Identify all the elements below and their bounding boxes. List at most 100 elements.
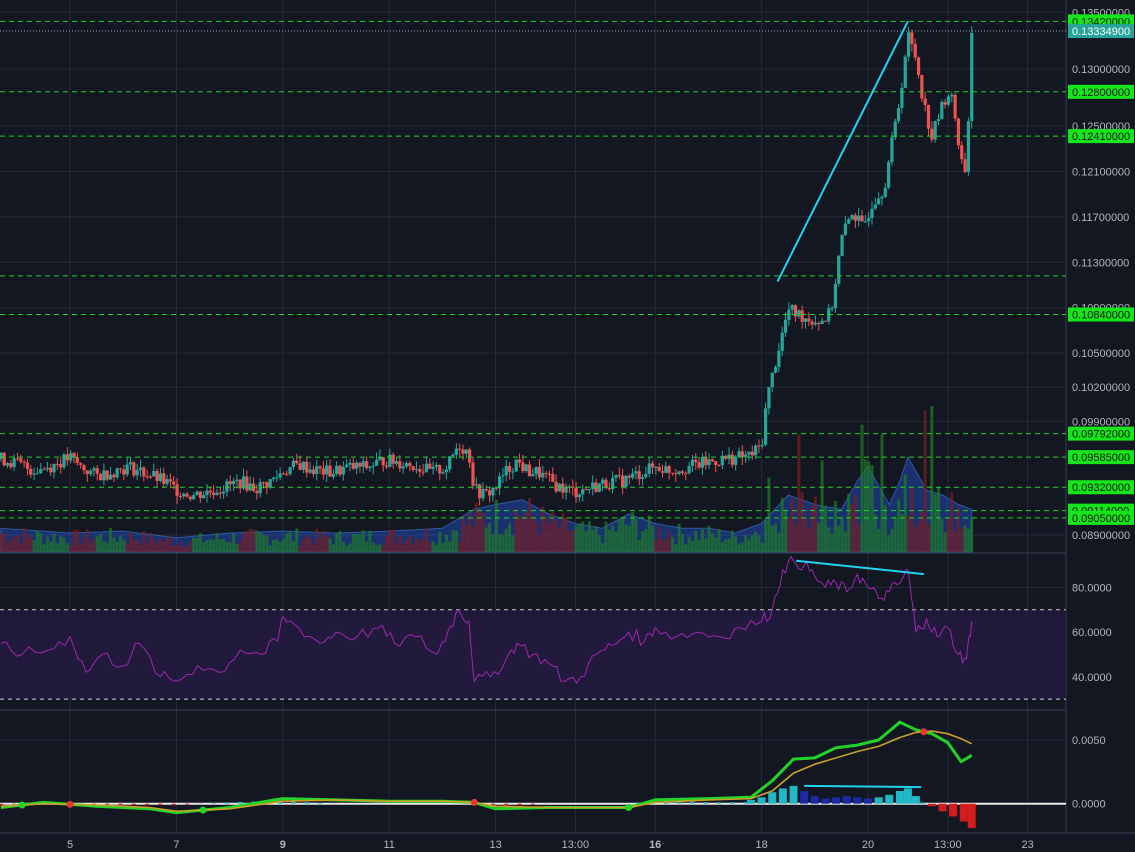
candle-body (245, 476, 249, 491)
candle-body (2, 452, 6, 466)
volume-bar (700, 529, 704, 552)
volume-bar (99, 533, 103, 552)
volume-bar (730, 530, 734, 552)
levels-layer[interactable] (0, 20, 1066, 519)
volume-bar (704, 538, 708, 552)
candle-body (630, 473, 635, 478)
price-tick-label: 0.11700000 (1072, 212, 1129, 224)
level-price-tag[interactable] (1068, 129, 1134, 144)
volume-bar (850, 504, 854, 552)
candle-body (621, 475, 625, 488)
candle-body (301, 461, 306, 470)
candle-body (484, 489, 488, 491)
volume-bar (411, 544, 415, 552)
volume-bar (797, 434, 801, 552)
candle-body (843, 223, 847, 235)
candle-body (441, 472, 445, 474)
macd-histogram-bar (832, 797, 841, 804)
volume-bar (448, 540, 452, 552)
level-price-tag[interactable] (1068, 450, 1134, 465)
candle-body (511, 471, 515, 473)
candle-body (767, 387, 771, 409)
candle-body (95, 468, 99, 474)
drawings-layer[interactable] (776, 20, 909, 283)
candle-body (657, 466, 661, 472)
volume-bar (604, 521, 608, 552)
volume-bar (478, 510, 482, 552)
level-price-tag[interactable] (1068, 84, 1134, 99)
candle-body (640, 477, 645, 479)
candle-body (22, 461, 26, 463)
candle-body (571, 486, 575, 488)
candle-body (461, 449, 465, 454)
macd-histogram-bar (874, 797, 883, 804)
candle-body (108, 474, 113, 480)
candle-body (481, 489, 485, 499)
candle-body (218, 492, 222, 494)
volume-bar (790, 498, 794, 552)
volume-bar (105, 542, 109, 552)
volume-bar (498, 533, 502, 552)
time-tick-label: 13:00 (562, 839, 590, 851)
candle-body (963, 159, 967, 173)
candle-body (863, 221, 867, 223)
level-price-tag[interactable] (1068, 480, 1134, 495)
volume-bar (880, 434, 884, 552)
volume-bar (172, 545, 176, 552)
volume-bar (857, 524, 861, 552)
candle-body (52, 463, 56, 473)
candle-body (757, 445, 761, 447)
candle-body (704, 456, 708, 466)
volume-bar (933, 494, 937, 552)
candle-body (527, 464, 532, 477)
axes[interactable]: 0.135000000.130000000.125000000.12100000… (67, 7, 1134, 851)
volume-bar (5, 542, 9, 552)
volume-bar (281, 538, 285, 552)
candle-body (118, 468, 123, 470)
volume-bar (391, 529, 395, 552)
candle-body (823, 320, 828, 322)
candle-body (311, 469, 315, 474)
volume-bar (232, 533, 236, 552)
volume-bar (541, 506, 545, 552)
candle-body (923, 98, 927, 105)
candle-body (192, 495, 196, 500)
volume-bar (59, 536, 63, 552)
volume-bar (401, 544, 405, 552)
last-price-tag[interactable] (1068, 24, 1134, 39)
volume-bar (25, 533, 29, 552)
candle-body (777, 350, 781, 367)
price-trend-line[interactable] (776, 20, 909, 283)
candle-body (25, 462, 30, 469)
candle-body (421, 471, 425, 473)
macd-histogram-bar (967, 803, 976, 828)
level-price-tag[interactable] (1068, 426, 1134, 441)
macd-cross-dot (470, 798, 478, 806)
volume-bar (351, 533, 355, 552)
candle-body (384, 465, 389, 467)
candle-body (584, 489, 588, 491)
macd-tick-label: 0.0050 (1072, 735, 1106, 747)
candle-body (82, 465, 86, 471)
macd-divergence-line[interactable] (804, 784, 922, 789)
macd-histogram-bar (821, 798, 830, 804)
rsi-divergence-line[interactable] (796, 559, 924, 576)
candle-body (358, 462, 362, 467)
candle-body (534, 466, 538, 475)
volume-bar (428, 542, 432, 552)
volume-bar (617, 519, 621, 552)
level-price-tag[interactable] (1068, 307, 1134, 322)
candle-body (178, 495, 182, 497)
time-tick-label: 16 (649, 839, 661, 851)
volume-bar (956, 507, 960, 552)
volume-bar (893, 516, 897, 552)
macd-cross-dot (920, 728, 928, 736)
volume-bar (331, 544, 335, 552)
candle-body (551, 474, 555, 482)
level-price-tag[interactable] (1068, 510, 1134, 525)
candle-body (724, 455, 728, 459)
candle-body (893, 121, 897, 138)
volume-bar (315, 528, 319, 552)
volume-bar (514, 508, 518, 552)
